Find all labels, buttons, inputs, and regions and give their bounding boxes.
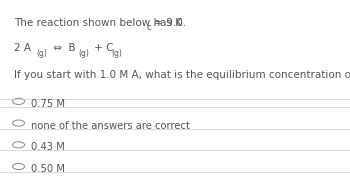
Text: + C: + C: [91, 43, 114, 53]
Text: 0.75 M: 0.75 M: [31, 99, 65, 109]
Text: 2 A: 2 A: [14, 43, 31, 53]
Text: none of the answers are correct: none of the answers are correct: [31, 121, 190, 131]
Text: = 9.0.: = 9.0.: [151, 18, 186, 28]
Text: (g): (g): [37, 49, 48, 58]
Text: If you start with 1.0 M A, what is the equilibrium concentration of C?: If you start with 1.0 M A, what is the e…: [14, 70, 350, 80]
Text: 0.50 M: 0.50 M: [31, 164, 65, 174]
Text: ⇔  B: ⇔ B: [50, 43, 76, 53]
Text: (g): (g): [111, 49, 122, 58]
Text: The reaction shown below has K: The reaction shown below has K: [14, 18, 182, 28]
Text: (g): (g): [78, 49, 89, 58]
Text: c: c: [146, 23, 151, 32]
Text: 0.43 M: 0.43 M: [31, 142, 64, 152]
